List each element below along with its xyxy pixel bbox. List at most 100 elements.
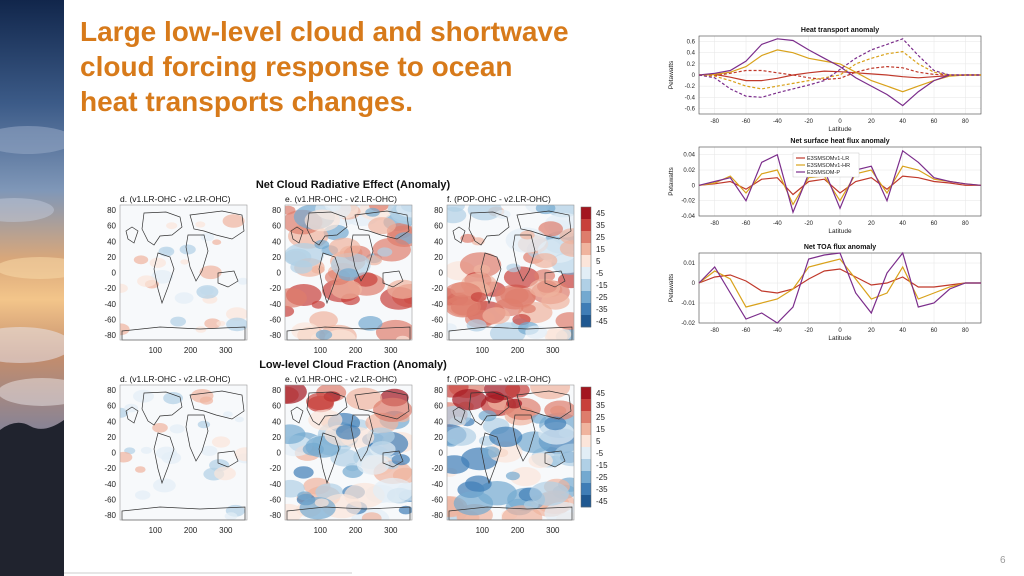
continent-outline — [512, 414, 536, 462]
colorbar-swatch — [581, 291, 591, 304]
line-chart-title: Net TOA flux anomaly — [804, 244, 876, 251]
y-tick-label: -0.2 — [685, 84, 696, 90]
map-y-tick: 80 — [434, 206, 443, 215]
y-tick-label: 0.2 — [687, 62, 696, 68]
map-row-title-1: Net Cloud Radiative Effect (Anomaly) — [256, 179, 451, 191]
map-panel-label: f. (POP-OHC - v2.LR-OHC) — [447, 374, 551, 384]
line-chart-2: Net surface heat flux anomaly -80 -60 -40 -2… — [668, 138, 982, 235]
map-y-tick: 40 — [107, 237, 116, 246]
continent-outline — [318, 432, 340, 485]
colorbar-swatch — [581, 435, 591, 448]
title-line-3: heat transports changes. — [80, 86, 413, 117]
colorbar-swatch — [581, 279, 591, 292]
y-tick-label: 0 — [692, 73, 696, 79]
continent-outline — [306, 391, 348, 426]
map-y-tick: -40 — [104, 300, 116, 309]
map-panel-1-2: e. (v1.HR-OHC - v2.LR-OHC)806040200-20-4… — [269, 194, 413, 355]
colorbar-label: 35 — [596, 401, 605, 410]
continent-outline — [512, 234, 536, 282]
colorbar-label: -25 — [596, 473, 608, 482]
title-line-1: Large low-level cloud and shortwave — [80, 16, 569, 47]
map-y-tick: 20 — [272, 253, 281, 262]
map-panel-1-3: f. (POP-OHC - v2.LR-OHC)806040200-20-40-… — [431, 194, 575, 355]
colorbar-swatch — [581, 483, 591, 496]
colorbar-label: -15 — [596, 281, 608, 290]
colorbar-swatch — [581, 387, 591, 400]
continent-outline — [125, 226, 139, 244]
colorbar-swatch — [581, 267, 591, 280]
map-y-tick: 80 — [272, 386, 281, 395]
x-tick-label: 60 — [931, 221, 938, 227]
map-x-tick: 300 — [546, 526, 560, 535]
y-tick-label: -0.01 — [681, 301, 695, 307]
colorbar-1: 45 35 25 15 5 -5 -15 -25 -35 -45 — [580, 206, 608, 328]
map-panel-label: d. (v1.LR-OHC - v2.LR-OHC) — [120, 194, 231, 204]
map-x-tick: 100 — [476, 526, 490, 535]
map-x-tick: 300 — [384, 526, 398, 535]
anomaly-field — [120, 389, 247, 520]
continent-outline — [452, 226, 466, 244]
map-y-tick: -60 — [269, 315, 281, 324]
map-y-tick: 60 — [272, 402, 281, 411]
map-y-tick: -20 — [269, 464, 281, 473]
continent-outline — [350, 414, 374, 462]
x-tick-label: -60 — [742, 119, 751, 125]
x-axis-label: Latitude — [828, 126, 852, 133]
continent-outline — [382, 270, 404, 288]
map-x-tick: 200 — [511, 526, 525, 535]
map-y-tick: 40 — [107, 417, 116, 426]
map-y-tick: -80 — [431, 331, 443, 340]
map-y-tick: 40 — [434, 237, 443, 246]
y-tick-label: -0.4 — [685, 95, 696, 101]
map-x-tick: 100 — [314, 346, 328, 355]
x-tick-label: -60 — [742, 221, 751, 227]
x-tick-label: 40 — [899, 221, 906, 227]
map-y-tick: -20 — [269, 284, 281, 293]
sky-illustration — [0, 0, 64, 576]
map-y-tick: 20 — [272, 433, 281, 442]
continent-outline — [306, 211, 348, 246]
page-number: 6 — [1000, 555, 1006, 566]
map-x-tick: 100 — [149, 346, 163, 355]
x-tick-label: -80 — [710, 119, 719, 125]
line-chart-title: Heat transport anomaly — [801, 27, 879, 34]
continent-outline — [290, 226, 304, 244]
x-tick-label: 60 — [931, 328, 938, 334]
continent-outline — [452, 406, 466, 424]
map-y-tick: -40 — [269, 300, 281, 309]
x-tick-label: 0 — [838, 328, 842, 334]
anomaly-field — [120, 214, 247, 336]
map-y-tick: -20 — [104, 464, 116, 473]
x-axis-label: Latitude — [828, 228, 852, 235]
colorbar-label: 15 — [596, 245, 605, 254]
x-tick-label: -20 — [804, 119, 813, 125]
continent-outline — [516, 390, 572, 420]
slide-title: Large low-level cloud and shortwave clou… — [80, 14, 660, 119]
colorbar-swatch — [581, 399, 591, 412]
x-tick-label: 40 — [899, 119, 906, 125]
continent-outline — [354, 210, 410, 240]
map-y-tick: 60 — [107, 222, 116, 231]
y-tick-label: 0.02 — [683, 168, 695, 174]
map-panel-frame — [446, 204, 575, 341]
map-y-tick: -40 — [431, 300, 443, 309]
colorbar-2: 45 35 25 15 5 -5 -15 -25 -35 -45 — [580, 386, 608, 508]
map-panel-frame — [284, 204, 413, 341]
series-line-3 — [698, 149, 982, 215]
map-panel-frame — [446, 384, 575, 521]
map-y-tick: 40 — [434, 417, 443, 426]
map-panel-1-1: d. (v1.LR-OHC - v2.LR-OHC)806040200-20-4… — [104, 194, 248, 355]
continent-outline — [544, 270, 566, 288]
x-tick-label: -40 — [773, 119, 782, 125]
y-tick-label: 0.4 — [687, 51, 696, 57]
map-y-tick: 0 — [277, 269, 282, 278]
x-tick-label: 0 — [838, 221, 842, 227]
map-y-tick: -40 — [269, 480, 281, 489]
map-x-tick: 300 — [546, 346, 560, 355]
footer-divider — [64, 572, 352, 574]
continent-outline — [189, 390, 245, 420]
colorbar-label: -5 — [596, 449, 604, 458]
map-y-tick: -40 — [431, 480, 443, 489]
continent-outline — [318, 252, 340, 305]
